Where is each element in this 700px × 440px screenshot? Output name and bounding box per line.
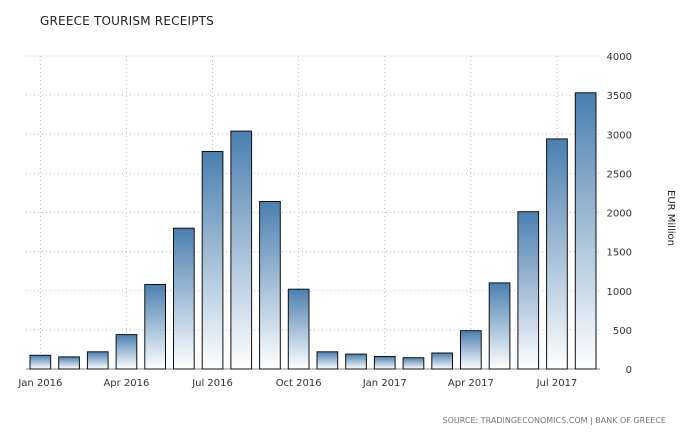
x-tick-label: Apr 2016	[103, 378, 149, 389]
bar-jan-2017	[373, 356, 396, 370]
y-tick-label: 0	[626, 365, 632, 376]
y-tick-label: 500	[613, 326, 632, 337]
x-tick-label: Jul 2016	[191, 378, 233, 389]
bar-may-2016	[144, 284, 167, 370]
y-tick-label: 2000	[607, 209, 632, 220]
bar-aug-2017	[574, 92, 597, 370]
bar-jul-2016	[201, 151, 224, 370]
chart-title: GREECE TOURISM RECEIPTS	[40, 14, 215, 28]
y-tick-label: 2500	[607, 169, 632, 180]
bar-feb-2016	[58, 356, 80, 370]
x-tick-label: Jul 2017	[536, 378, 578, 389]
bars-group	[29, 92, 597, 370]
y-tick-label: 1000	[607, 287, 632, 298]
bar-aug-2016	[230, 130, 253, 370]
x-tick-label: Oct 2016	[276, 378, 322, 389]
bar-jul-2017	[546, 138, 568, 370]
bar-jun-2016	[173, 227, 195, 370]
y-tick-label: 4000	[607, 52, 632, 63]
y-tick-label: 3000	[607, 130, 632, 141]
bar-nov-2016	[316, 351, 339, 370]
bar-apr-2017	[460, 330, 482, 370]
bar-oct-2016	[287, 288, 310, 370]
grid-lines	[26, 55, 600, 370]
bar-jan-2016	[29, 354, 52, 370]
bar-mar-2016	[86, 351, 109, 370]
source-attribution: SOURCE: TRADINGECONOMICS.COM | BANK OF G…	[442, 416, 666, 425]
y-axis-label: EUR Million	[665, 190, 676, 246]
x-tick-label: Jan 2016	[17, 378, 62, 389]
x-axis-ticks: Jan 2016 Apr 2016 Jul 2016 Oct 2016 Jan 2017…	[17, 378, 577, 389]
bar-jun-2017	[517, 211, 540, 370]
bar-apr-2016	[115, 334, 138, 370]
bar-may-2017	[488, 282, 511, 370]
y-axis-ticks: 0 500 1000 1500 2000 2500 3000 3500 4000	[607, 52, 632, 376]
x-tick-label: Jan 2017	[362, 378, 407, 389]
y-tick-label: 3500	[607, 91, 632, 102]
bar-feb-2017	[402, 357, 425, 370]
bar-dec-2016	[345, 353, 367, 370]
bar-sep-2016	[259, 201, 281, 370]
x-tick-label: Apr 2017	[448, 378, 494, 389]
y-tick-label: 1500	[607, 248, 632, 259]
bar-mar-2017	[431, 352, 453, 370]
